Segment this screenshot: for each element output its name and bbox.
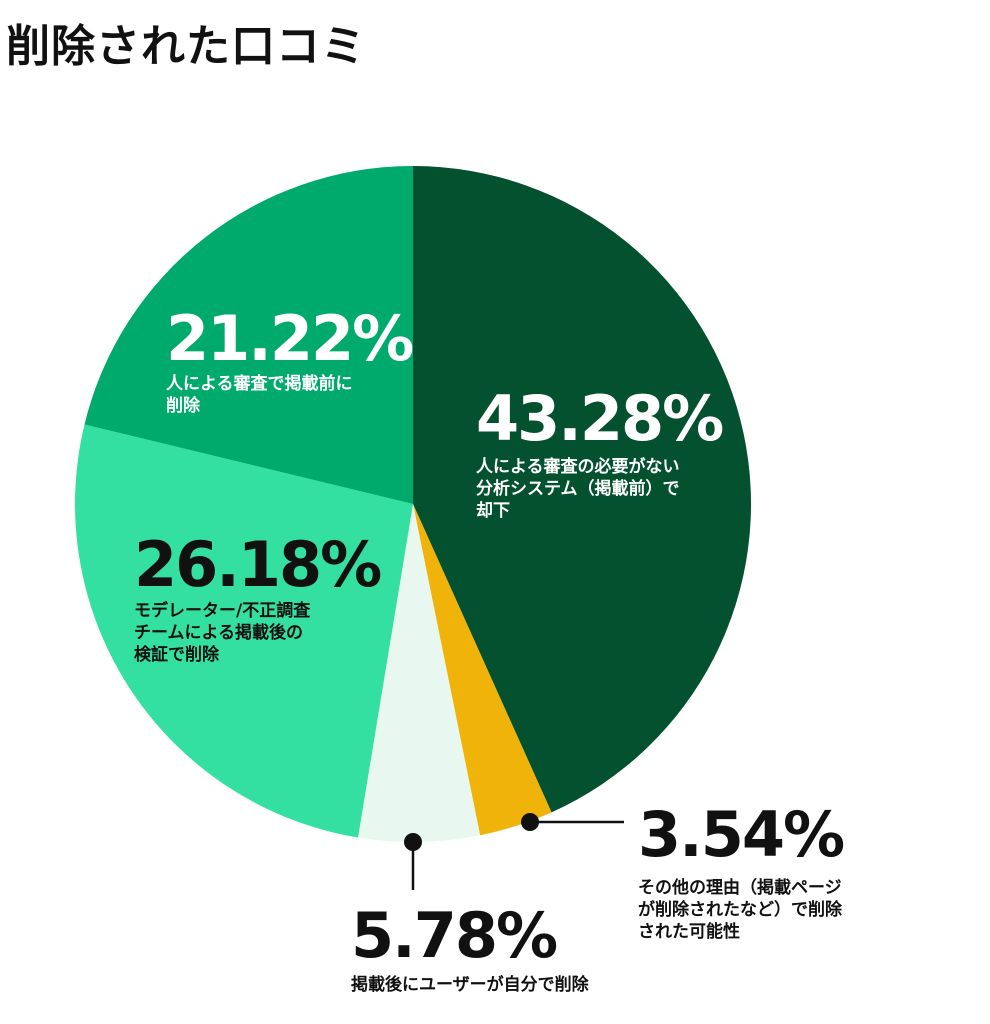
slice-description-2-line-0: 掲載後にユーザーが自分で削除 (351, 974, 590, 995)
pie-slice-2 (358, 504, 481, 843)
slice-percent-label-3: 26.18% (134, 528, 381, 601)
slice-description-3-line-1: チームによる掲載後の (134, 622, 303, 643)
slice-description-0-line-2: 却下 (476, 500, 510, 521)
slice-description-4-line-0: 人による審査で掲載前に (166, 373, 353, 394)
callout-dot-2 (404, 833, 422, 851)
pie-slices (75, 166, 752, 843)
slice-percent-label-4: 21.22% (166, 302, 413, 375)
pie-slice-1 (413, 504, 552, 836)
slice-description-1-line-1: が削除されたなど）で削除 (638, 899, 843, 920)
slice-description-3-line-0: モデレーター/不正調査 (134, 600, 311, 621)
pie-slice-0 (413, 166, 752, 813)
pie-slice-4 (84, 166, 414, 504)
callout-dot-1 (521, 813, 539, 831)
slice-percent-label-2: 5.78% (351, 899, 557, 972)
slice-description-4-line-1: 削除 (166, 395, 201, 416)
pie-slice-3 (75, 424, 413, 838)
slice-description-0-line-1: 分析システム（掲載前）で (476, 478, 680, 499)
slice-percent-label-0: 43.28% (476, 382, 723, 455)
slice-description-1-line-2: された可能性 (638, 921, 740, 942)
chart-title: 削除された口コミ (6, 21, 366, 72)
slice-description-1-line-0: その他の理由（掲載ページ (638, 877, 842, 898)
slice-percent-label-1: 3.54% (638, 798, 844, 871)
slice-description-0-line-0: 人による審査の必要がない (476, 456, 680, 477)
slice-description-3-line-2: 検証で削除 (134, 644, 220, 665)
callouts (404, 813, 624, 890)
